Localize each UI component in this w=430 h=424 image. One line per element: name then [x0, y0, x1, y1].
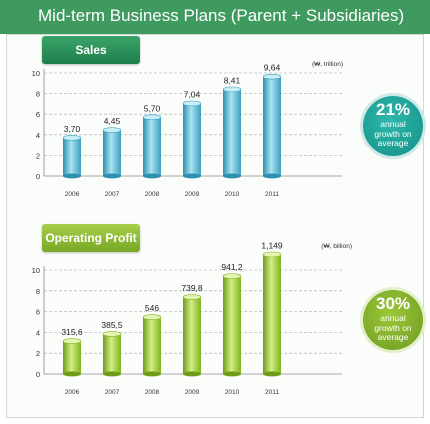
- profit-value-label: 941,2: [221, 262, 243, 272]
- sales-panel-tab: Sales: [42, 36, 140, 64]
- sales-ytick-label: 6: [36, 110, 40, 119]
- sales-bar-base: [223, 173, 241, 179]
- profit-bar-base: [103, 371, 121, 377]
- profit-bar-top: [262, 251, 282, 258]
- sales-bar-base: [103, 173, 121, 179]
- sales-bar: [223, 89, 241, 176]
- profit-bar: [183, 297, 201, 374]
- profit-bar: [103, 333, 121, 374]
- sales-bar-top: [182, 100, 202, 107]
- sales-category-label: 2011: [265, 191, 279, 198]
- profit-value-label: 546: [145, 303, 159, 313]
- sales-ytick-label: 10: [32, 69, 40, 78]
- profit-bar: [143, 317, 161, 374]
- profit-ytick-label: 6: [36, 308, 40, 317]
- sales-value-label: 4,45: [104, 116, 121, 126]
- sales-ytick-label: 2: [36, 151, 40, 160]
- profit-category-label: 2006: [65, 389, 80, 396]
- profit-bar: [223, 276, 241, 374]
- profit-category-label: 2011: [265, 389, 279, 396]
- sales-bar-top: [142, 114, 162, 121]
- sales-bar-top: [102, 127, 122, 133]
- sales-bar-base: [63, 173, 81, 179]
- sales-growth-badge: 21% annual growth on average: [363, 96, 423, 156]
- sales-value-label: 8,41: [224, 75, 241, 85]
- sales-bar: [143, 117, 161, 176]
- operating-profit-panel-tab: Operating Profit: [42, 224, 140, 252]
- sales-category-label: 2007: [105, 191, 120, 198]
- sales-value-label: 7,04: [184, 89, 201, 99]
- profit-bar-base: [143, 371, 161, 377]
- profit-value-label: 385,5: [101, 320, 123, 330]
- profit-bar-base: [263, 371, 281, 377]
- sales-growth-text: annual growth on average: [374, 119, 412, 148]
- sales-value-label: 3,70: [64, 124, 81, 134]
- sales-bar-base: [143, 173, 161, 179]
- profit-bar-top: [222, 273, 242, 279]
- sales-category-label: 2008: [145, 191, 160, 198]
- profit-growth-text: annual growth on average: [374, 313, 412, 342]
- profit-category-label: 2008: [145, 389, 160, 396]
- sales-bar-top: [262, 73, 282, 80]
- sales-bar-top: [62, 135, 82, 141]
- sales-ytick-label: 8: [36, 90, 40, 99]
- sales-category-label: 2010: [225, 191, 240, 198]
- sales-ytick-label: 4: [36, 131, 40, 140]
- sales-growth-percent: 21%: [375, 100, 411, 119]
- profit-value-label: 315,6: [61, 327, 83, 337]
- sales-unit-label: (₩, trillion): [312, 61, 343, 68]
- profit-bar: [263, 254, 281, 374]
- profit-bar-top: [142, 314, 162, 321]
- sales-bar-top: [222, 86, 242, 93]
- profit-category-label: 2009: [185, 389, 200, 396]
- page-title: Mid-term Business Plans (Parent + Subsid…: [38, 6, 405, 25]
- profit-bar-base: [183, 371, 201, 377]
- profit-value-label: 739,8: [181, 283, 203, 293]
- sales-bar: [183, 103, 201, 176]
- sales-bar: [263, 76, 281, 176]
- profit-ytick-label: 4: [36, 328, 40, 337]
- sales-ytick-label: 0: [36, 172, 40, 181]
- sales-bar-base: [263, 173, 281, 179]
- profit-ytick-label: 10: [32, 266, 40, 275]
- profit-ytick-label: 2: [36, 349, 40, 358]
- sales-bar: [63, 137, 81, 176]
- profit-bar-top: [182, 294, 202, 300]
- profit-bar-top: [102, 331, 122, 337]
- profit-ytick-label: 0: [36, 370, 40, 379]
- sales-value-label: 9,64: [264, 63, 281, 73]
- sales-value-label: 5,70: [144, 103, 161, 113]
- profit-category-label: 2010: [225, 389, 240, 396]
- header-bar: Mid-term Business Plans (Parent + Subsid…: [0, 0, 430, 34]
- profit-bar-base: [223, 371, 241, 377]
- profit-ytick-label: 8: [36, 287, 40, 296]
- sales-bar: [103, 130, 121, 176]
- profit-bar-top: [62, 338, 82, 344]
- profit-bar-base: [63, 371, 81, 377]
- profit-growth-badge: 30% annual growth on average: [363, 290, 423, 350]
- sales-category-label: 2009: [185, 191, 200, 198]
- profit-value-label: 1,149: [261, 241, 283, 251]
- profit-growth-percent: 30%: [375, 294, 411, 313]
- profit-category-label: 2007: [105, 389, 120, 396]
- sales-category-label: 2006: [65, 191, 80, 198]
- profit-bar: [63, 341, 81, 374]
- profit-unit-label: (₩, billion): [321, 243, 352, 250]
- sales-bar-base: [183, 173, 201, 179]
